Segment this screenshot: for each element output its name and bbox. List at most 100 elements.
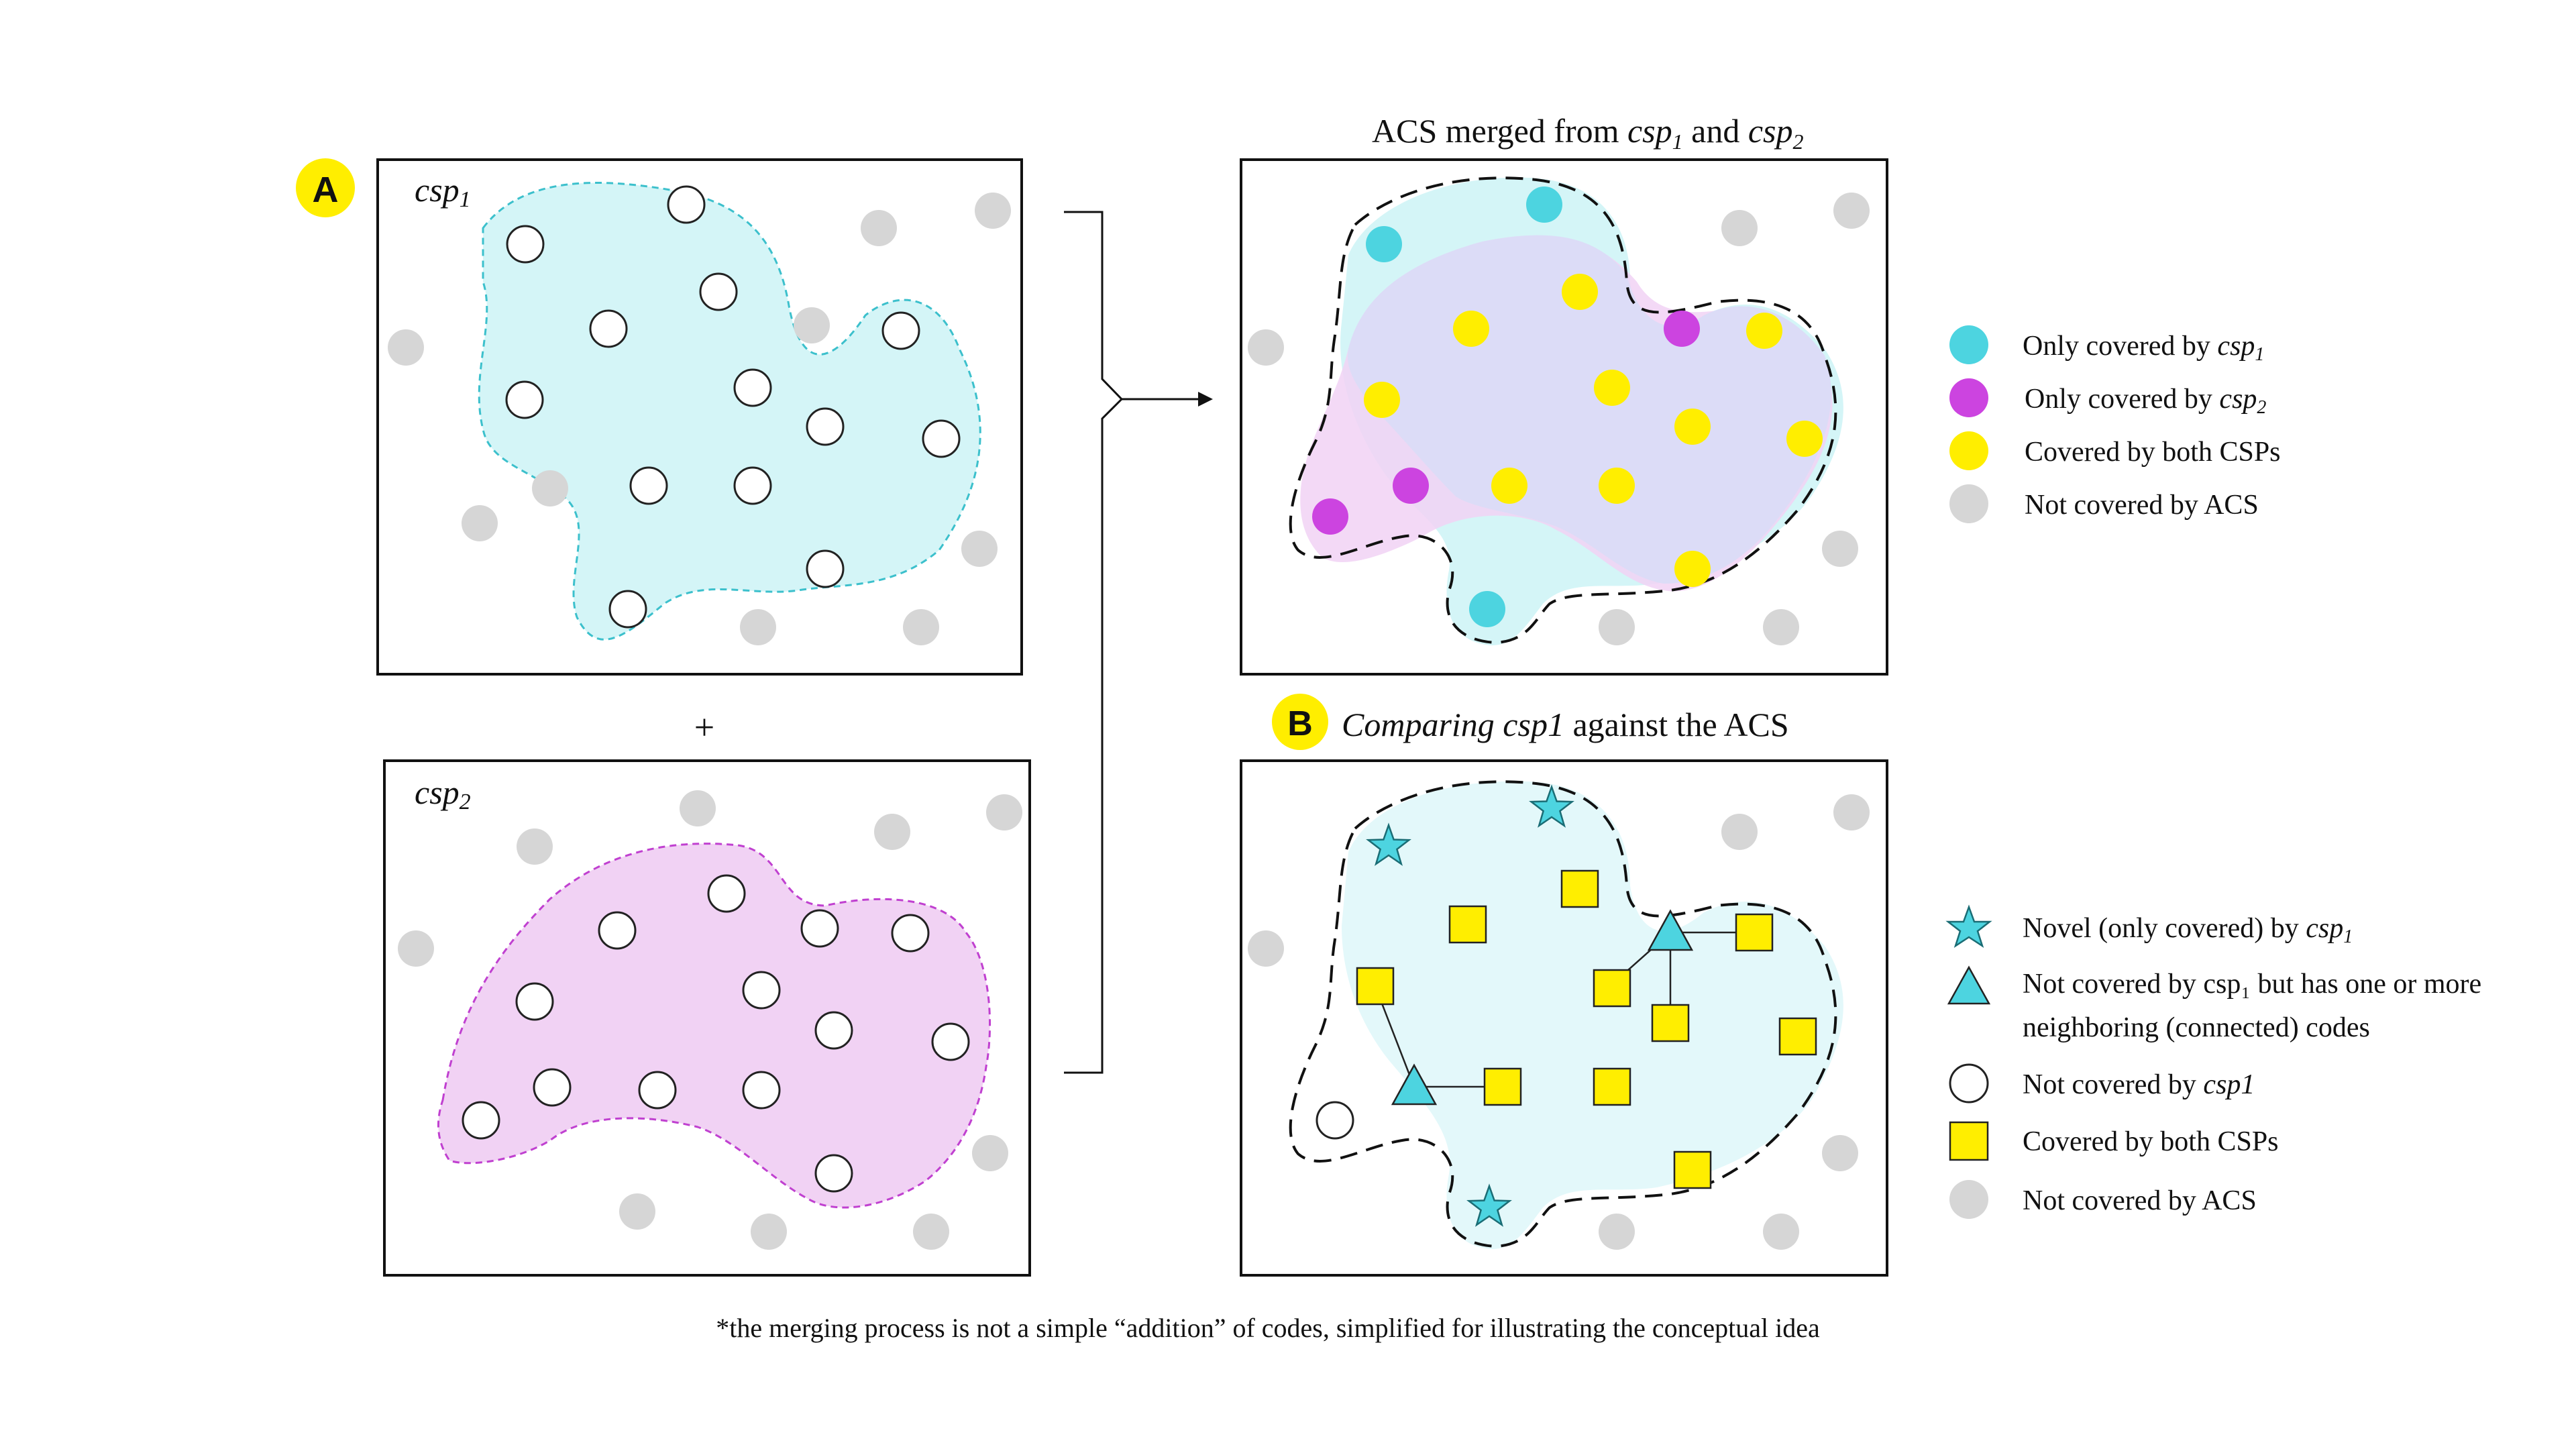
acs-only-csp2-dot-1 [1664, 311, 1700, 347]
csp1-white-dot-6 [505, 380, 544, 419]
square-marker-7 [1593, 1067, 1631, 1106]
acs-both-dots [1364, 274, 1823, 587]
csp2-white-dot-13 [814, 1154, 853, 1193]
acs-title: ACS merged from csp1 and csp2 [1372, 112, 1804, 154]
csp1-grey-dot-9 [903, 609, 939, 645]
compare-grey-dot-3 [1833, 794, 1870, 830]
compare-neighbor-triangles [1391, 909, 1694, 1106]
square-marker-9 [1778, 1017, 1817, 1056]
csp2-white-dot-3 [800, 909, 839, 948]
acs-grey-dot-1 [1248, 329, 1284, 366]
csp2-white-dot-7 [814, 1011, 853, 1050]
legend-both-squares-label: Covered by both CSPs [2023, 1126, 2279, 1157]
csp1-grey-dot-7 [961, 531, 998, 567]
compare-title-rest: against the ACS [1564, 706, 1789, 743]
square-marker-10 [1673, 1150, 1712, 1189]
csp2-white-dot-5 [515, 982, 554, 1021]
panel-a-badge [296, 158, 355, 217]
compare-novel-stars [1366, 784, 1574, 1227]
csp2-grey-dot-3 [680, 790, 716, 826]
csp1-white-dot-10 [629, 466, 668, 505]
compare-grey-dot-1 [1248, 930, 1284, 967]
legend-both-marker [1949, 431, 1988, 470]
legend-neighbor-triangle-icon [1947, 965, 1991, 1005]
csp1-white-dot-9 [922, 419, 961, 458]
compare-grey-dot-4 [1822, 1135, 1858, 1171]
csp1-white-dot-7 [733, 368, 772, 407]
csp2-grey-dot-2 [517, 828, 553, 865]
panel-b-badge [1272, 694, 1328, 750]
csp2-grey-dot-7 [619, 1193, 655, 1230]
acs-only-csp2-dot-2 [1393, 468, 1429, 504]
square-marker-6 [1483, 1067, 1522, 1106]
compare-grey-dot-6 [1763, 1214, 1799, 1250]
legend-both-square-icon [1949, 1121, 1989, 1161]
square-marker-3 [1356, 967, 1395, 1006]
panel-a-label: A [313, 170, 339, 210]
csp2-grey-dot-5 [986, 794, 1022, 830]
legend-only-csp2-label: Only covered by csp2 [2025, 384, 2266, 418]
compare-acs-outline [1289, 780, 1837, 1248]
panel-b-label: B [1287, 704, 1313, 743]
csp2-grey-dot-4 [874, 814, 910, 850]
compare-not-csp1-dot [1316, 1101, 1354, 1140]
csp2-grey-dots [398, 790, 1022, 1250]
csp2-white-dot-1 [598, 911, 637, 950]
csp1-title: csp1 [415, 171, 471, 212]
compare-grey-dot-2 [1721, 814, 1758, 850]
csp1-white-dot-13 [608, 590, 647, 629]
legend-novel-label: Novel (only covered) by csp1 [2023, 913, 2353, 947]
acs-both-dot-10 [1674, 551, 1711, 587]
star-marker-3 [1466, 1183, 1512, 1227]
legend-bottom: Novel (only covered) by csp1 Not covered… [1945, 904, 2481, 1219]
legend-not-acs-marker [1949, 484, 1988, 523]
legend-not-acs-label: Not covered by ACS [2025, 490, 2259, 521]
acs-grey-dot-3 [1833, 193, 1870, 229]
acs-panel [1240, 158, 1888, 676]
csp1-white-dot-3 [699, 272, 738, 311]
csp2-white-dot-9 [533, 1068, 572, 1107]
legend-not-csp1-circle-icon [1949, 1063, 1989, 1104]
csp2-white-dot-12 [462, 1101, 500, 1140]
csp2-white-dot-11 [742, 1071, 781, 1110]
csp2-title: csp2 [415, 773, 471, 814]
csp2-white-dot-4 [891, 914, 930, 953]
triangle-marker-2 [1647, 909, 1694, 951]
csp2-white-dot-8 [931, 1022, 970, 1061]
footnote: *the merging process is not a simple “ad… [716, 1313, 1820, 1343]
acs-only-csp2-dot-3 [1312, 498, 1348, 535]
star-marker-2 [1529, 784, 1574, 828]
arrow-icon [1198, 392, 1213, 407]
legend-not-csp1-label: Not covered by csp1 [2023, 1069, 2255, 1100]
acs-both-dot-9 [1599, 468, 1635, 504]
csp2-panel [383, 759, 1031, 1277]
legend-only-csp1-label: Only covered by csp1 [2023, 331, 2264, 365]
square-marker-1 [1448, 905, 1487, 944]
csp1-region [478, 182, 981, 641]
csp2-white-dots [462, 874, 970, 1193]
csp1-white-dot-2 [667, 185, 706, 224]
legend-only-csp1-marker [1949, 325, 1988, 364]
acs-both-dot-8 [1491, 468, 1527, 504]
legend-not-acs-bottom-label: Not covered by ACS [2023, 1185, 2257, 1216]
acs-only-csp2-dots [1312, 311, 1700, 535]
acs-grey-dot-4 [1822, 531, 1858, 567]
square-marker-5 [1651, 1004, 1690, 1042]
compare-title: Comparing csp1 against the ACS [1342, 706, 1789, 743]
acs-title-csp1-sub: 1 [1672, 129, 1683, 154]
compare-csp1-region [1342, 781, 1843, 1249]
acs-both-dot-4 [1594, 370, 1630, 406]
compare-panel [1240, 759, 1888, 1277]
csp1-grey-dot-2 [462, 505, 498, 541]
square-marker-4 [1593, 969, 1631, 1008]
acs-only-csp1-dot-1 [1366, 226, 1402, 262]
csp2-region [437, 843, 991, 1209]
csp1-grey-dot-8 [740, 609, 776, 645]
acs-grey-dot-5 [1599, 609, 1635, 645]
triangle-marker-1 [1391, 1063, 1438, 1106]
csp2-white-dot-10 [638, 1071, 677, 1110]
acs-both-dot-3 [1746, 313, 1782, 349]
acs-grey-dots [1248, 193, 1870, 645]
csp1-white-dot-8 [806, 407, 845, 446]
compare-grey-dots [1248, 794, 1870, 1250]
